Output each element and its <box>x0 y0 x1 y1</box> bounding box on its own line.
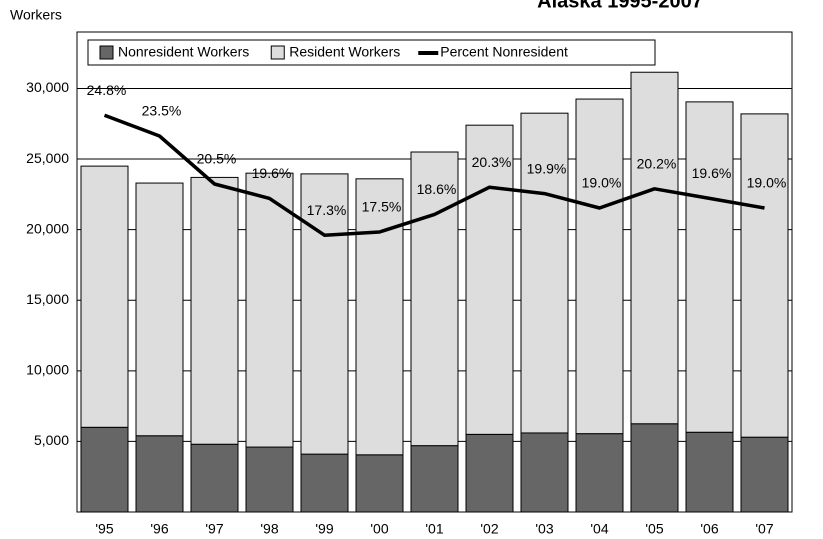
data-label: 17.5% <box>362 199 402 215</box>
bar-segment <box>740 436 789 513</box>
x-tick-label: '99 <box>315 521 333 537</box>
x-tick-label: '98 <box>260 521 278 537</box>
bar-segment <box>245 446 294 513</box>
legend-swatch <box>270 45 285 60</box>
bar-segment <box>465 433 514 513</box>
data-label: 23.5% <box>142 103 182 119</box>
data-label: 18.6% <box>417 181 457 197</box>
bar-segment <box>520 112 569 434</box>
legend-label: Resident Workers <box>289 44 400 60</box>
x-tick-label: '97 <box>205 521 223 537</box>
bar-segment <box>355 454 404 513</box>
bar-segment <box>80 426 129 513</box>
data-label: 17.3% <box>307 202 347 218</box>
y-tick-label: 25,000 <box>26 150 69 166</box>
legend-label: Nonresident Workers <box>118 44 249 60</box>
data-label: 19.0% <box>582 175 622 191</box>
bar-segment <box>630 71 679 425</box>
line-series <box>103 113 765 237</box>
y-tick-label: 10,000 <box>26 362 69 378</box>
x-tick-label: '04 <box>590 521 608 537</box>
y-axis-label: Workers <box>10 7 62 23</box>
chart-title: Alaska 1995-2007 <box>537 0 703 12</box>
x-tick-label: '96 <box>150 521 168 537</box>
x-tick-label: '01 <box>425 521 443 537</box>
bar-segment <box>630 423 679 513</box>
data-label: 19.0% <box>747 175 787 191</box>
data-label: 19.9% <box>527 160 567 176</box>
data-label: 24.8% <box>87 82 127 98</box>
bar-segment <box>135 435 184 513</box>
data-label: 20.5% <box>197 151 237 167</box>
bar-segment <box>245 172 294 448</box>
legend-swatch <box>99 45 114 60</box>
y-tick-label: 30,000 <box>26 79 69 95</box>
x-tick-label: '95 <box>95 521 113 537</box>
x-tick-label: '00 <box>370 521 388 537</box>
bar-segment <box>190 176 239 445</box>
legend-box <box>87 39 656 66</box>
bar-segment <box>465 124 514 435</box>
bar-segment <box>575 433 624 513</box>
x-tick-label: '05 <box>645 521 663 537</box>
bar-segment <box>410 445 459 513</box>
bar-segment <box>80 165 129 428</box>
bar-segment <box>300 173 349 455</box>
bar-segment <box>135 182 184 437</box>
bar-segment <box>355 178 404 456</box>
bar-segment <box>520 432 569 513</box>
bar-segment <box>740 113 789 438</box>
x-tick-label: '07 <box>755 521 773 537</box>
legend-label: Percent Nonresident <box>440 44 568 60</box>
y-tick-label: 5,000 <box>34 432 69 448</box>
legend-swatch <box>418 51 439 55</box>
bar-segment <box>190 443 239 513</box>
bar-segment <box>410 151 459 447</box>
y-tick-label: 20,000 <box>26 220 69 236</box>
data-label: 19.6% <box>692 165 732 181</box>
bar-segment <box>300 453 349 513</box>
x-tick-label: '02 <box>480 521 498 537</box>
x-tick-label: '06 <box>700 521 718 537</box>
x-tick-label: '03 <box>535 521 553 537</box>
data-label: 20.2% <box>637 156 677 172</box>
bar-segment <box>685 431 734 513</box>
y-tick-label: 15,000 <box>26 291 69 307</box>
bar-segment <box>575 98 624 435</box>
data-label: 20.3% <box>472 154 512 170</box>
bar-segment <box>685 101 734 433</box>
data-label: 19.6% <box>252 165 292 181</box>
